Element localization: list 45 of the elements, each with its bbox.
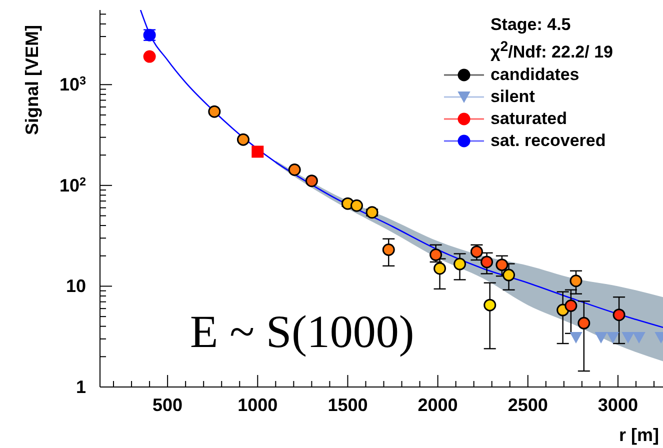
point: [252, 146, 264, 158]
point: [570, 332, 582, 343]
point: [496, 258, 508, 272]
point: [633, 332, 646, 343]
point: [143, 50, 156, 63]
point: [595, 332, 608, 343]
point: [305, 174, 318, 188]
x-tick-label: 2500: [508, 395, 548, 415]
point: [366, 206, 378, 219]
x-tick-label: 500: [152, 395, 183, 415]
y-tick-label: 10$^{2}$: [59, 174, 86, 196]
annotation: χ$^{2}$/Ndf: 22.2/ 19: [489, 38, 613, 64]
annotation: E ~ S(1000): [190, 305, 414, 358]
point: [578, 316, 590, 330]
x-tick-label: 1500: [328, 395, 368, 415]
point: [208, 105, 221, 118]
point: [484, 298, 496, 312]
point: [434, 262, 446, 275]
point: [288, 164, 301, 176]
x-axis-title: r [m]: [619, 425, 659, 446]
annotation: Stage: 4.5: [489, 14, 572, 36]
point: [350, 199, 363, 212]
point: [612, 308, 626, 322]
point: [430, 248, 442, 262]
point: [454, 258, 466, 270]
point: [236, 133, 250, 146]
point: [570, 274, 582, 288]
point: [606, 332, 619, 343]
legend-label: silent: [490, 86, 535, 108]
y-tick-label: 10$^{3}$: [59, 74, 86, 95]
point: [382, 244, 395, 256]
legend-label: sat. recovered: [490, 130, 606, 152]
point: [470, 245, 483, 258]
x-tick-label: 3000: [598, 395, 638, 415]
point: [622, 332, 634, 343]
legend-label: saturated: [490, 108, 567, 130]
y-tick-label: 1: [76, 377, 86, 397]
y-axis-title: Signal [VEM]: [22, 24, 43, 135]
point: [502, 268, 516, 282]
point: [564, 299, 578, 312]
legend-label: candidates: [490, 64, 580, 86]
point: [480, 256, 494, 268]
y-tick-label: 10: [66, 276, 86, 296]
x-tick-label: 2000: [418, 395, 458, 415]
x-tick-label: 1000: [238, 395, 278, 415]
